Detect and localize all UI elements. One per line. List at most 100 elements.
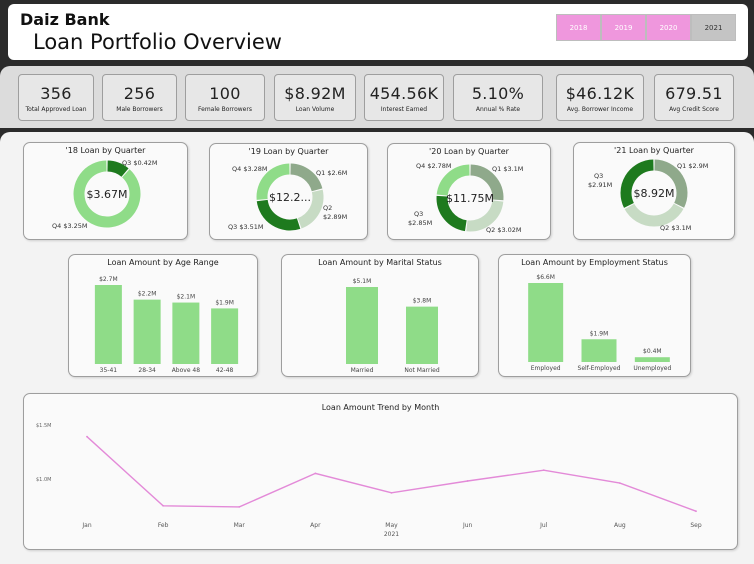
x-tick-label: Apr	[310, 522, 321, 529]
x-tick-label: Jan	[81, 522, 91, 529]
chart-title: '18 Loan by Quarter	[65, 146, 146, 155]
slice-label: Q2	[323, 204, 332, 212]
donut-slice-q3	[620, 159, 654, 208]
x-tick-label: Feb	[158, 522, 169, 529]
slice-label: $2.89M	[323, 213, 347, 221]
slice-label: Q1 $2.6M	[316, 169, 347, 177]
donut-card-2019: '19 Loan by Quarter Q1 $2.6M Q2 $2.89M Q3 $…	[209, 143, 368, 240]
slice-label: Q3	[594, 172, 603, 180]
year-button-2020[interactable]: 2020	[646, 14, 691, 41]
bar-data-label: $2.1M	[177, 294, 196, 301]
kpi-value: 5.10%	[471, 84, 525, 103]
kpi-value: 256	[123, 84, 156, 103]
data-point	[390, 491, 393, 494]
kpi-card-annual-rate: 5.10% Annual % Rate	[453, 74, 543, 121]
bar	[581, 339, 617, 362]
kpi-label: Interest Earned	[380, 106, 428, 113]
line-chart-monthly-trend[interactable]: $1.5M $1.0M Jan Feb Mar Apr May Jun Jul Aug Sep 202…	[24, 394, 739, 551]
donut-chart-2018[interactable]: Q3 $0.42M Q4 $3.25M $3.67M	[24, 143, 189, 241]
series-line	[86, 436, 697, 512]
donut-slice-q1	[290, 163, 323, 192]
donut-center-label: $8.92M	[634, 187, 675, 200]
kpi-label: Loan Volume	[295, 106, 335, 113]
kpi-label: Annual % Rate	[475, 106, 521, 113]
bar	[346, 287, 378, 364]
kpi-label: Male Borrowers	[116, 106, 163, 113]
kpi-label: Avg Credit Score	[669, 106, 719, 113]
year-button-2021[interactable]: 2021	[691, 14, 736, 41]
bar-data-label: $2.7M	[99, 276, 118, 283]
year-button-2019[interactable]: 2019	[601, 14, 646, 41]
bar	[133, 299, 161, 364]
x-tick-label: Jul	[539, 522, 548, 529]
slice-label: Q3 $0.42M	[122, 159, 158, 167]
donut-slice-q4	[256, 163, 290, 200]
donut-slice-q1	[654, 159, 688, 208]
x-tick-label: Not Married	[404, 367, 439, 374]
kpi-value: 100	[209, 84, 241, 103]
bar-card-age-range: Loan Amount by Age Range $2.7M 35-41 $2.2M…	[68, 254, 258, 377]
donut-chart-2021[interactable]: Q1 $2.9M Q2 $3.1M Q3$2.91M $8.92M	[574, 143, 736, 241]
bar	[634, 357, 670, 362]
x-tick-label: May	[385, 522, 398, 529]
chart-title: Loan Amount by Marital Status	[318, 258, 442, 267]
data-point	[238, 505, 241, 508]
slice-label: Q1 $2.9M	[677, 162, 708, 170]
bar	[528, 283, 564, 362]
data-point	[466, 480, 469, 482]
x-tick-label: Employed	[531, 365, 561, 372]
donut-slice-q2	[297, 189, 324, 229]
kpi-label: Total Approved Loan	[25, 106, 87, 113]
data-point	[542, 469, 545, 472]
data-point	[86, 435, 88, 438]
year-button-2018[interactable]: 2018	[556, 14, 601, 41]
chart-title: '21 Loan by Quarter	[614, 146, 694, 155]
bar-data-label: $2.2M	[138, 291, 157, 298]
bar-card-marital-status: Loan Amount by Marital Status $5.1M Marri…	[281, 254, 479, 377]
kpi-value: 679.51	[665, 84, 723, 103]
slice-label: $2.91M	[588, 181, 612, 189]
x-tick-label: 42-48	[216, 367, 234, 374]
bank-name: Daiz Bank	[20, 10, 110, 29]
x-tick-label: Sep	[690, 522, 702, 529]
donut-chart-2020[interactable]: Q1 $3.1M Q2 $3.02M Q3$2.85M Q4 $2.78M $11.75…	[388, 144, 552, 241]
donut-center-label: $3.67M	[87, 188, 128, 201]
kpi-card-total-approved-loan: 356 Total Approved Loan	[18, 74, 94, 121]
donut-slice-q3	[436, 195, 467, 232]
bar-data-label: $6.6M	[536, 274, 555, 281]
kpi-label: Avg. Borrower Income	[566, 106, 634, 113]
slice-label: Q4 $3.28M	[232, 165, 268, 173]
x-axis-year-label: 2021	[384, 531, 399, 538]
data-point	[314, 472, 317, 475]
bar-chart-marital-status[interactable]: $5.1M Married $3.8M Not Married	[282, 255, 480, 378]
y-tick-label: $1.5M	[36, 423, 51, 429]
bar-data-label: $0.4M	[643, 348, 662, 355]
donut-slice-q4	[73, 160, 141, 228]
line-card-monthly-trend: Loan Amount Trend by Month $1.5M $1.0M Jan…	[23, 393, 738, 550]
kpi-card-male-borrowers: 256 Male Borrowers	[102, 74, 177, 121]
kpi-value: $46.12K	[565, 84, 635, 103]
slice-label: Q4 $3.25M	[52, 222, 88, 230]
donut-center-label: $12.2...	[269, 191, 311, 204]
data-point	[162, 504, 165, 507]
donut-slice-q3	[256, 199, 301, 231]
data-point	[695, 510, 697, 513]
slice-label: Q3 $3.51M	[228, 223, 264, 231]
bar-data-label: $1.9M	[590, 330, 609, 337]
data-point	[618, 482, 621, 485]
donut-card-2021: '21 Loan by Quarter Q1 $2.9M Q2 $3.1M Q3 $2…	[573, 142, 735, 240]
x-tick-label: Above 48	[172, 367, 201, 374]
kpi-value: 356	[40, 84, 72, 103]
bar-chart-employment-status[interactable]: $6.6M Employed $1.9M Self-Employed $0.4M Unem…	[499, 255, 692, 378]
donut-center-label: $11.75M	[446, 192, 494, 205]
bar-chart-age-range[interactable]: $2.7M 35-41 $2.2M 28-34 $2.1M Above 48 $1.9M 42…	[69, 255, 259, 378]
x-tick-label: 28-34	[138, 367, 156, 374]
bar-data-label: $5.1M	[353, 278, 372, 285]
header-bar: Daiz Bank Loan Portfolio Overview 2018 2…	[8, 4, 748, 60]
kpi-value: 454.56K	[369, 84, 439, 103]
donut-slice-q2	[466, 200, 504, 232]
x-tick-label: Self-Employed	[578, 365, 621, 372]
chart-title: '20 Loan by Quarter	[429, 147, 509, 156]
donut-chart-2019[interactable]: Q1 $2.6M Q2$2.89M Q3 $3.51M Q4 $3.28M $12.2.…	[210, 144, 369, 241]
bar-card-employment-status: Loan Amount by Employment Status $6.6M Em…	[498, 254, 691, 377]
